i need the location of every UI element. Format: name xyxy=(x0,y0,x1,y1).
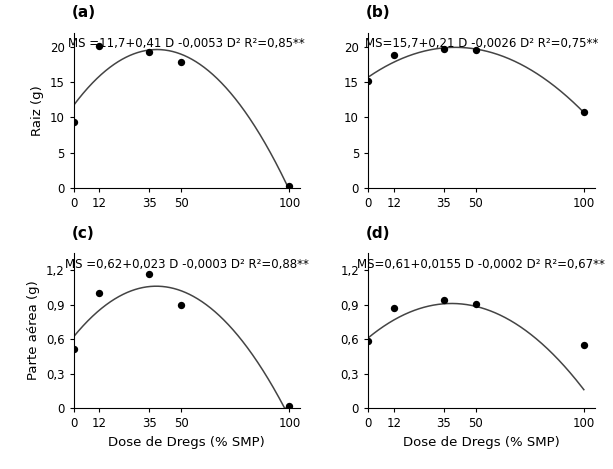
Point xyxy=(69,119,78,126)
Point xyxy=(144,270,154,277)
Point xyxy=(363,78,373,85)
Point xyxy=(284,402,294,409)
Point xyxy=(69,346,78,353)
Y-axis label: Parte aérea (g): Parte aérea (g) xyxy=(27,280,40,380)
X-axis label: Dose de Dregs (% SMP): Dose de Dregs (% SMP) xyxy=(109,436,265,449)
Point xyxy=(471,300,481,307)
Point xyxy=(94,42,104,49)
Point xyxy=(144,48,154,56)
Point xyxy=(389,304,399,312)
Point xyxy=(177,59,186,66)
Text: (a): (a) xyxy=(71,6,96,21)
Point xyxy=(389,51,399,59)
Point xyxy=(284,183,294,190)
Point xyxy=(579,108,588,115)
Point xyxy=(439,296,449,304)
Text: MS =11,7+0,41 D -0,0053 D² R²=0,85**: MS =11,7+0,41 D -0,0053 D² R²=0,85** xyxy=(69,38,305,51)
Point xyxy=(177,301,186,309)
X-axis label: Dose de Dregs (% SMP): Dose de Dregs (% SMP) xyxy=(403,436,560,449)
Text: MS =0,62+0,023 D -0,0003 D² R²=0,88**: MS =0,62+0,023 D -0,0003 D² R²=0,88** xyxy=(65,257,309,271)
Point xyxy=(439,45,449,53)
Y-axis label: Raiz (g): Raiz (g) xyxy=(31,85,44,136)
Text: (c): (c) xyxy=(71,226,94,241)
Point xyxy=(363,338,373,345)
Point xyxy=(94,289,104,297)
Point xyxy=(579,341,588,348)
Text: (b): (b) xyxy=(366,6,390,21)
Text: (d): (d) xyxy=(366,226,390,241)
Point xyxy=(471,46,481,53)
Text: MS=15,7+0,21 D -0,0026 D² R²=0,75**: MS=15,7+0,21 D -0,0026 D² R²=0,75** xyxy=(365,38,598,51)
Text: MS=0,61+0,0155 D -0,0002 D² R²=0,67**: MS=0,61+0,0155 D -0,0002 D² R²=0,67** xyxy=(357,257,605,271)
